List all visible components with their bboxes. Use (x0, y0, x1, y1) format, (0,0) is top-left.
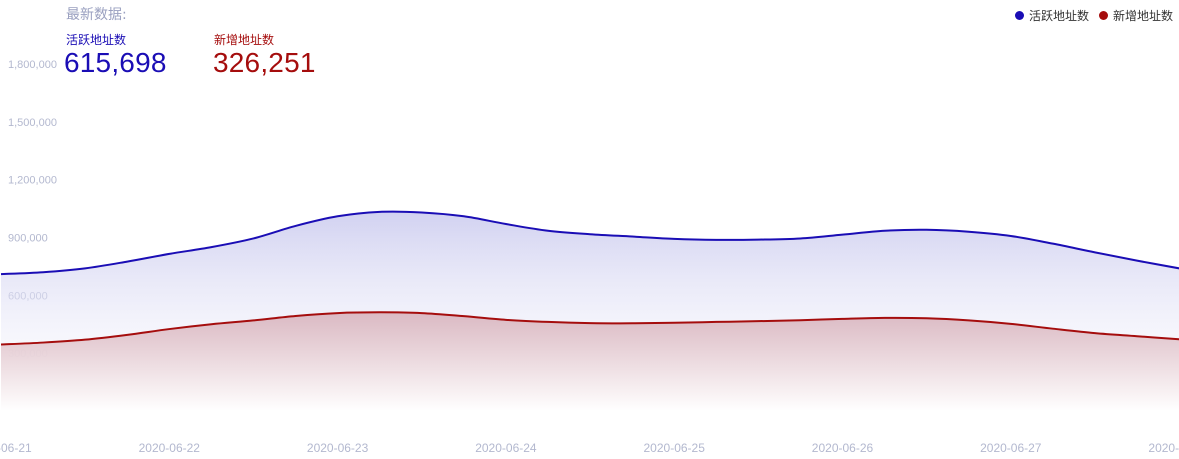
y-tick-label: 1,200,000 (8, 175, 57, 187)
y-tick-label: 900,000 (8, 233, 48, 245)
chart-legend: 活跃地址数 新增地址数 (1005, 7, 1173, 24)
active-address-line[interactable] (0, 210, 1179, 276)
x-tick-label: 2020-06-27 (980, 441, 1042, 455)
active-address-kpi-value: 615,698 (64, 47, 167, 78)
x-tick-label: 2020-06-24 (475, 441, 537, 455)
y-tick-label: 1,800,000 (8, 59, 57, 71)
new-address-line[interactable] (0, 311, 1179, 346)
plot-area (0, 210, 1179, 430)
new-address-kpi-label: 新增地址数 (214, 33, 275, 47)
baseline-mask (0, 411, 1179, 430)
legend-marker-new (1098, 11, 1108, 20)
legend-label-new: 新增地址数 (1112, 9, 1173, 23)
x-tick-label: 2020-06-25 (644, 441, 706, 455)
legend-marker-active (1014, 11, 1024, 20)
latest-data-heading: 最新数据: (66, 7, 127, 23)
x-tick-label: 2020-06-23 (307, 441, 369, 455)
legend-item-new-addresses[interactable]: 新增地址数 (1098, 7, 1173, 24)
new-address-area (1, 312, 1179, 411)
x-tick-label: 2020-06-22 (139, 441, 201, 455)
x-tick-label: 2020-06-21 (0, 441, 32, 455)
x-tick-label: 2020-06-26 (812, 441, 874, 455)
legend-label-active: 活跃地址数 (1028, 9, 1089, 23)
legend-item-active-addresses[interactable]: 活跃地址数 (1014, 7, 1089, 24)
y-tick-label: 1,500,000 (8, 117, 57, 129)
new-address-kpi-value: 326,251 (213, 47, 316, 78)
active-address-kpi-label: 活跃地址数 (66, 33, 127, 47)
x-tick-label: 2020-06-28 (1148, 441, 1179, 455)
